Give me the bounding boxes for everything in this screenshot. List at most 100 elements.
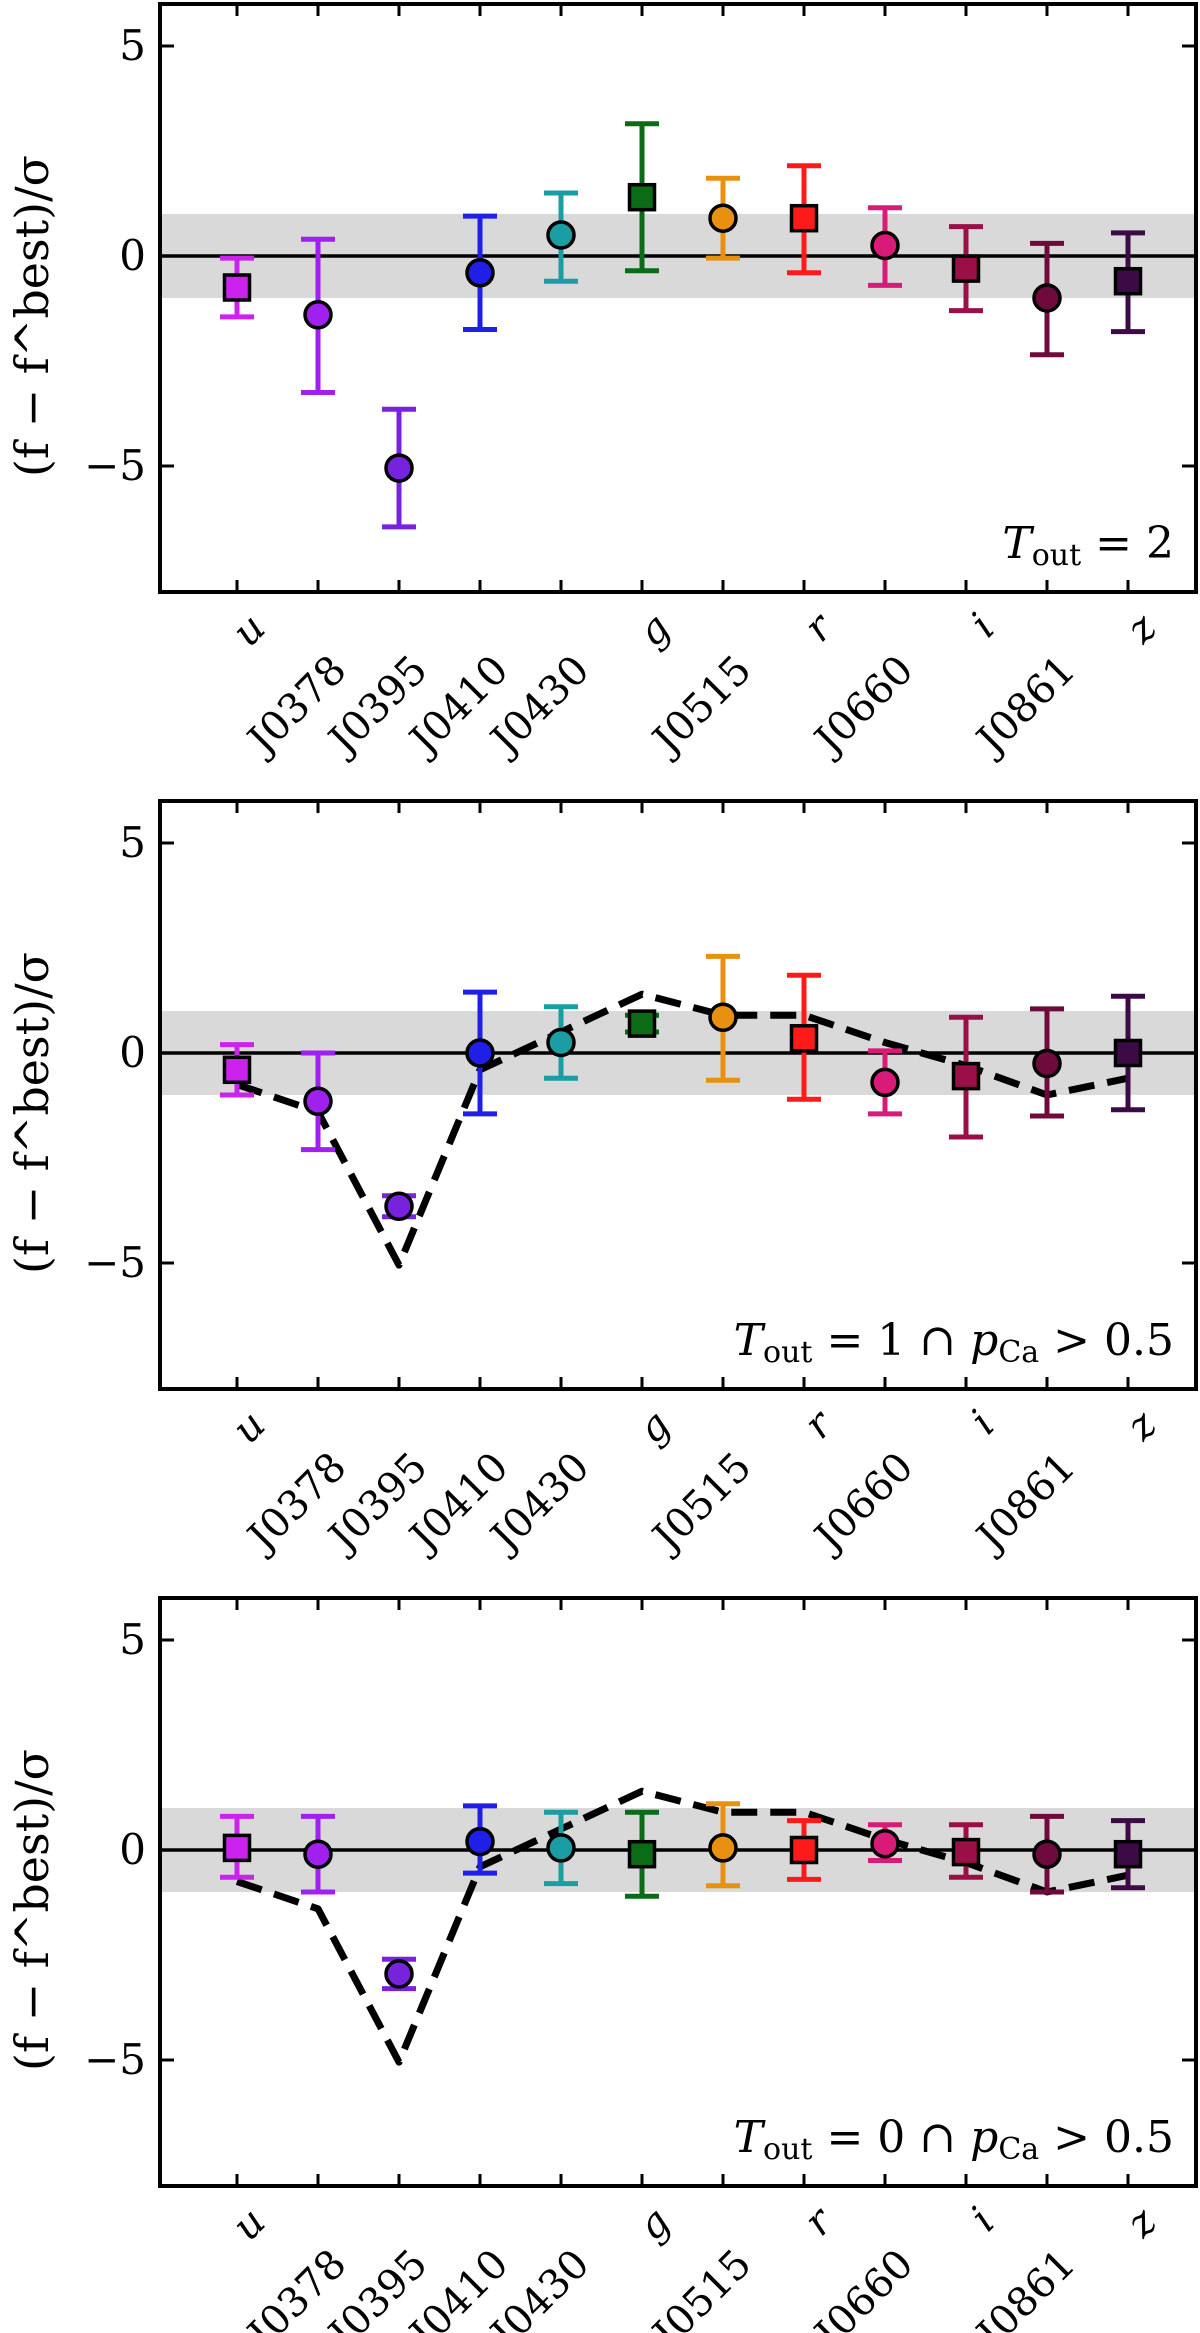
annotation-subscript: out (1032, 538, 1081, 573)
data-point-J0660 (868, 1822, 902, 1863)
y-tick-label: 0 (119, 231, 146, 280)
marker-circle (303, 1839, 333, 1869)
x-tick-label: r (795, 2197, 843, 2245)
marker-circle (465, 1826, 495, 1857)
annotation-subscript-2: Ca (998, 2132, 1039, 2167)
marker-circle (708, 1833, 738, 1863)
y-tick-label: −5 (84, 1238, 146, 1287)
marker-square (627, 1009, 657, 1038)
marker-square (222, 1055, 252, 1085)
x-tick-label: J0515 (642, 2241, 761, 2333)
panel-annotation: Tout = 2 (1002, 518, 1174, 573)
x-tick-label: i (962, 1402, 1004, 1444)
x-tick-label: J0515 (642, 1444, 761, 1563)
y-tick-label: −5 (84, 2035, 146, 2084)
x-tick-label: g (629, 1402, 680, 1453)
data-point-i (949, 1014, 983, 1140)
data-point-u (220, 1813, 254, 1880)
x-tick-label: u (224, 2199, 275, 2250)
data-point-i (949, 1822, 983, 1880)
x-tick-label: u (224, 1402, 275, 1453)
marker-square (951, 254, 981, 283)
y-tick-label: 0 (119, 1825, 146, 1874)
marker-square (789, 1835, 819, 1865)
marker-circle (384, 1959, 414, 1989)
marker-circle (303, 1086, 333, 1117)
marker-circle (546, 1833, 576, 1863)
chart-panel-2: 50−5uJ0378J0395J0410J0430gJ0515rJ0660iJ0… (5, 799, 1198, 1563)
data-point-J0410 (463, 989, 497, 1117)
y-axis-label: (f − f^best)/σ (5, 952, 59, 1274)
annotation-subscript: out (763, 1335, 812, 1370)
annotation-text: = 0 ∩ (812, 2112, 970, 2163)
marker-square (951, 1837, 981, 1867)
data-point-J0430 (544, 190, 578, 284)
axes-frame (158, 1596, 1198, 2188)
axes-frame (158, 799, 1198, 1391)
marker-square (222, 273, 252, 302)
x-tick-label: J0660 (804, 647, 923, 766)
x-tick-label: i (962, 605, 1004, 647)
marker-circle (546, 220, 576, 250)
data-point-J0515 (706, 953, 740, 1083)
marker-circle (1032, 283, 1062, 313)
marker-square (1113, 1839, 1143, 1869)
x-tick-label: J0861 (966, 647, 1085, 766)
annotation-symbol: T (1002, 518, 1035, 569)
marker-circle (870, 1067, 900, 1098)
marker-circle (870, 230, 900, 261)
x-tick-label: J0660 (804, 1444, 923, 1563)
data-point-J0660 (868, 205, 902, 288)
annotation-symbol-2: p (970, 2112, 998, 2163)
marker-square (627, 1839, 657, 1869)
data-point-r (787, 163, 821, 276)
data-point-J0861 (1030, 1006, 1064, 1119)
x-tick-label: r (795, 603, 843, 651)
y-axis-label: (f − f^best)/σ (5, 1749, 59, 2071)
data-point-z (1111, 1818, 1145, 1891)
marker-circle (708, 203, 738, 233)
marker-square (1113, 1038, 1143, 1068)
data-point-r (787, 1818, 821, 1882)
data-point-J0861 (1030, 240, 1064, 358)
marker-square (1113, 266, 1143, 296)
data-point-r (787, 972, 821, 1102)
annotation-subscript-2: Ca (998, 1335, 1039, 1370)
marker-circle (1032, 1048, 1062, 1079)
data-point-g (625, 121, 659, 274)
annotation-symbol: T (734, 1315, 767, 1366)
marker-square (222, 1833, 252, 1863)
data-point-J0378 (301, 236, 335, 395)
data-point-J0410 (463, 213, 497, 332)
marker-circle (384, 453, 414, 483)
panel-annotation: Tout = 0 ∩ pCa > 0.5 (734, 2112, 1174, 2167)
data-point-g (625, 1809, 659, 1899)
panel-annotation: Tout = 1 ∩ pCa > 0.5 (734, 1315, 1174, 1370)
data-point-u (220, 255, 254, 320)
x-tick-label: J0861 (966, 2241, 1085, 2333)
data-point-i (949, 224, 983, 314)
x-tick-label: z (1117, 604, 1166, 653)
y-tick-label: 5 (119, 21, 146, 70)
annotation-subscript: out (763, 2132, 812, 2167)
data-point-z (1111, 993, 1145, 1113)
x-tick-label: g (629, 605, 680, 656)
annotation-text-2: > 0.5 (1039, 1315, 1174, 1366)
marker-circle (465, 258, 495, 288)
y-axis-label: (f − f^best)/σ (5, 155, 59, 477)
marker-square (789, 1024, 819, 1053)
chart-panel-3: 50−5uJ0378J0395J0410J0430gJ0515rJ0660iJ0… (5, 1596, 1198, 2333)
annotation-symbol: T (734, 2112, 767, 2163)
marker-circle (303, 300, 333, 330)
y-tick-label: 5 (119, 1615, 146, 1664)
y-tick-label: −5 (84, 441, 146, 490)
data-point-J0861 (1030, 1813, 1064, 1895)
x-tick-label: i (962, 2199, 1004, 2241)
marker-circle (465, 1038, 495, 1068)
x-tick-label: J0515 (642, 647, 761, 766)
marker-circle (546, 1027, 576, 1058)
annotation-text-2: > 0.5 (1039, 2112, 1174, 2163)
x-tick-label: J0861 (966, 1444, 1085, 1563)
reference-dashed-line (235, 1787, 1129, 2066)
